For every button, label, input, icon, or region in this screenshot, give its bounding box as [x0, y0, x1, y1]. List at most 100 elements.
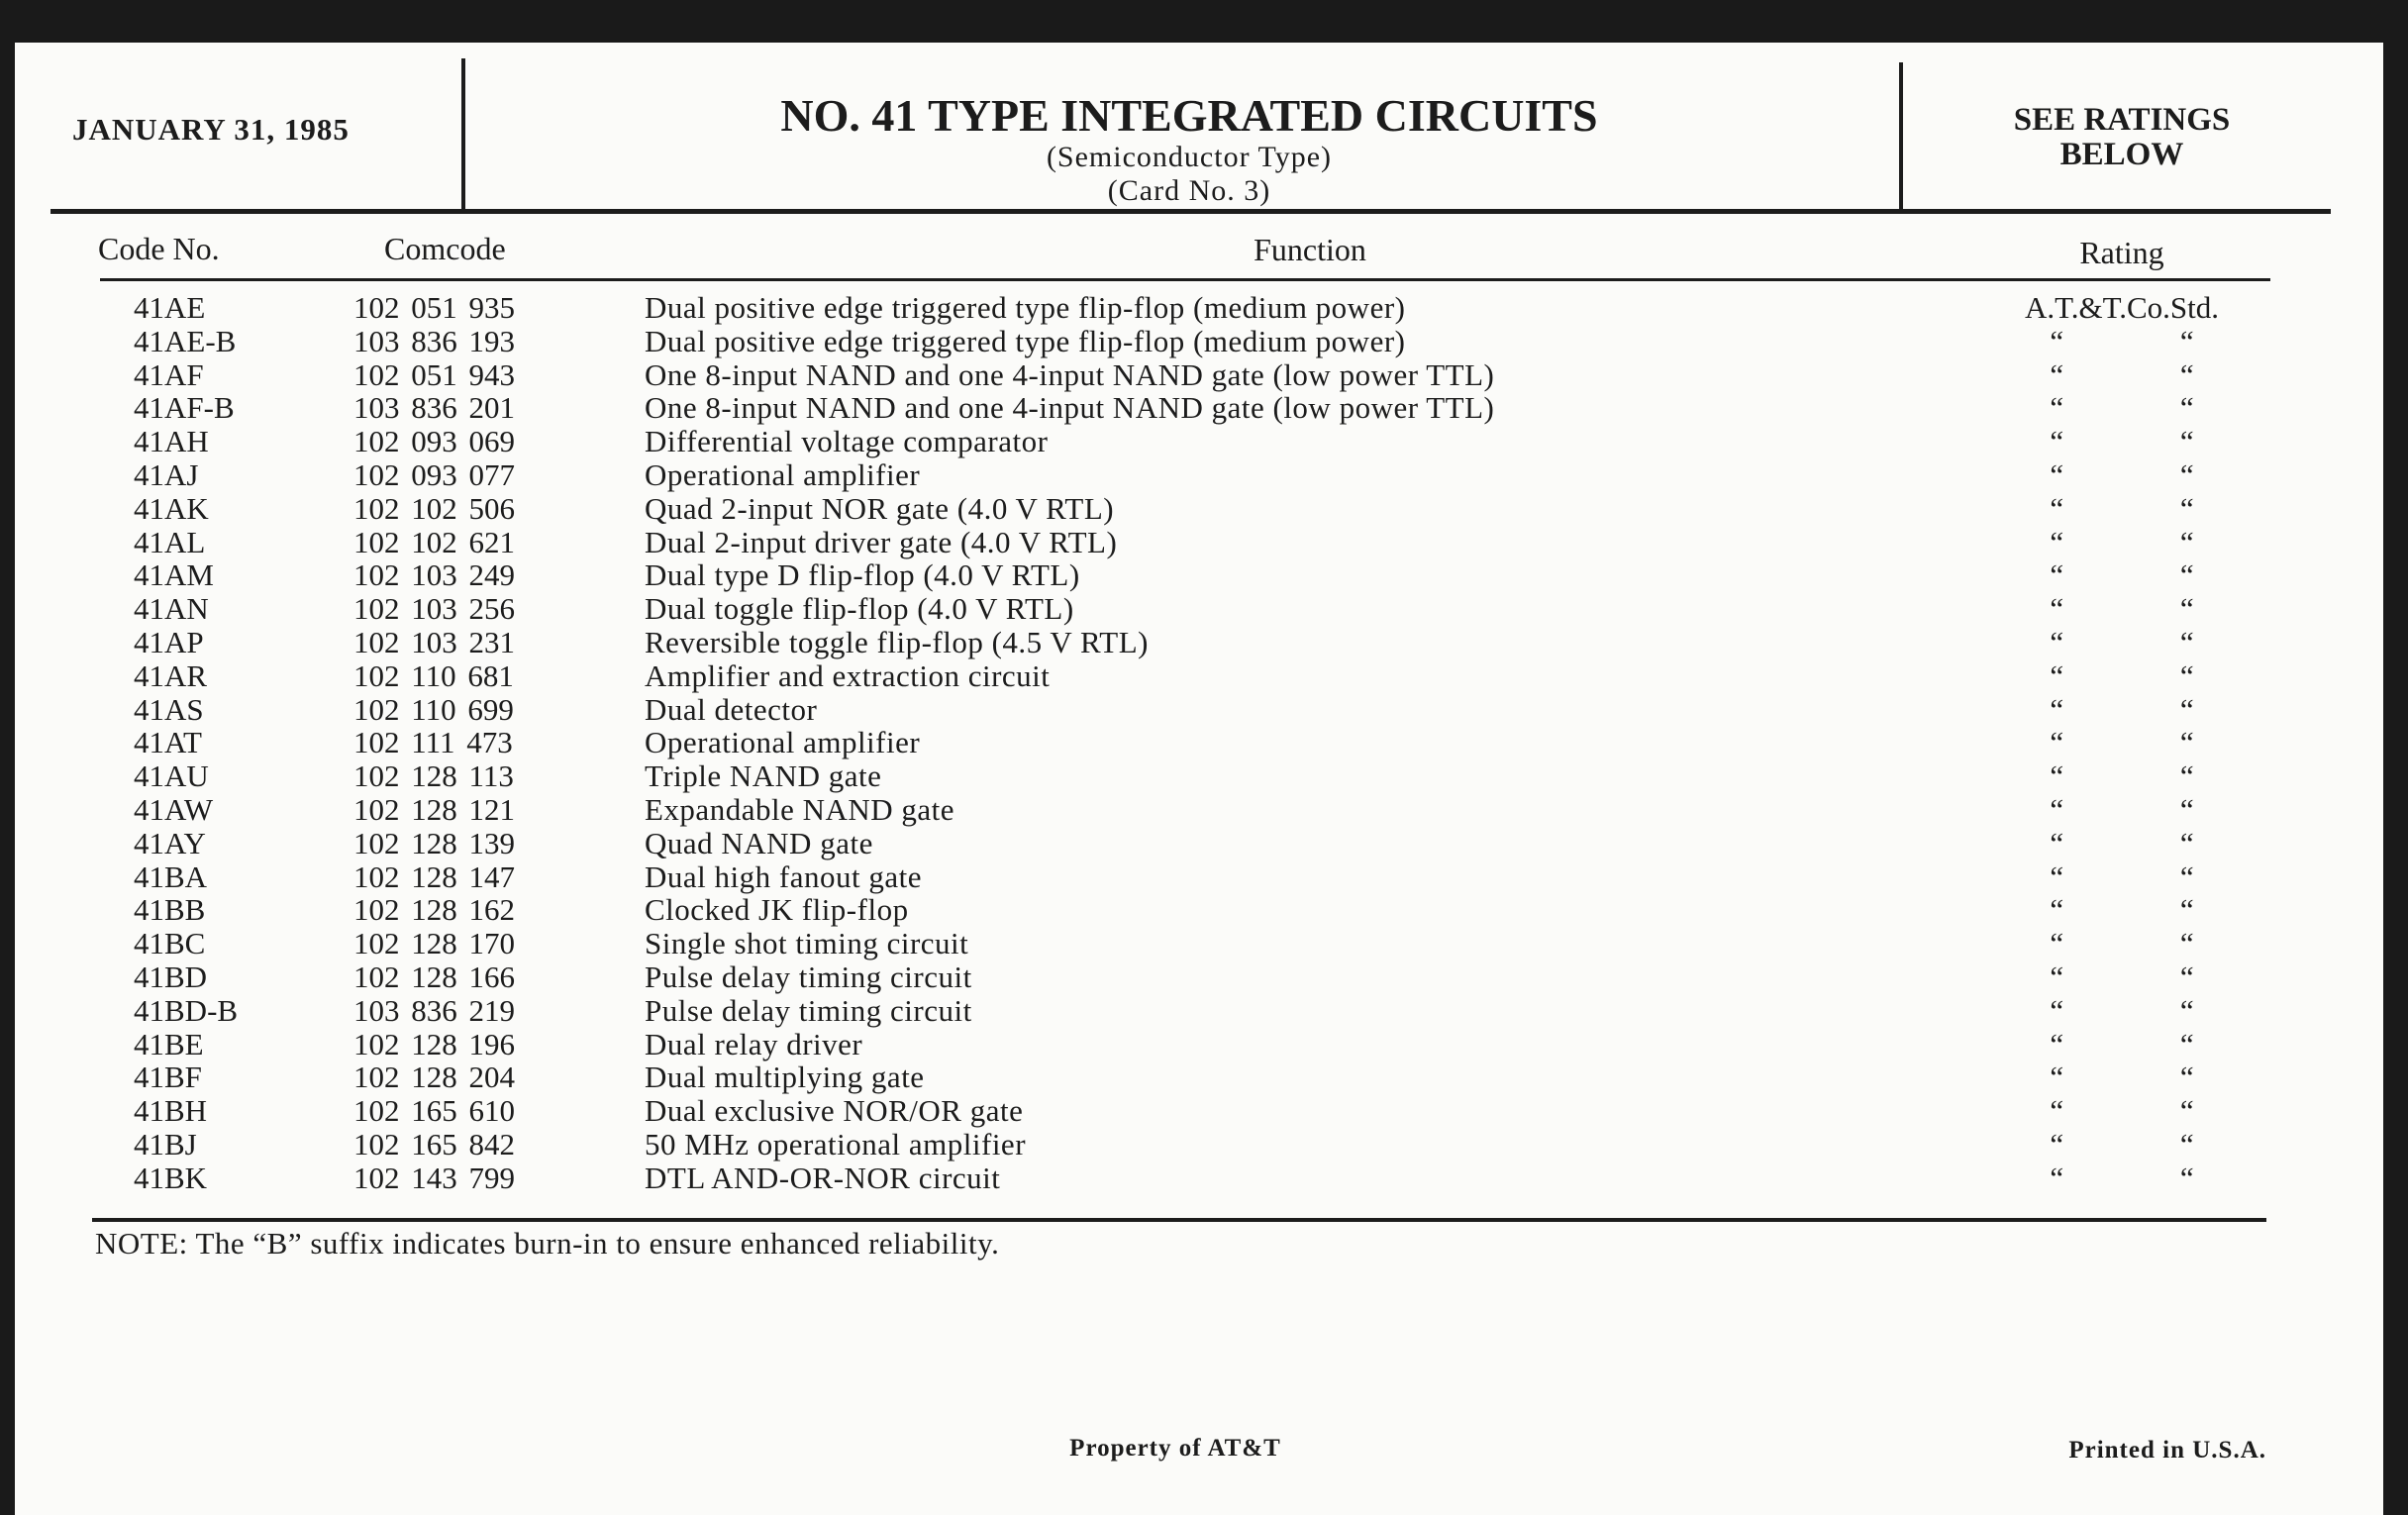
code-cell: 41AE [134, 290, 206, 325]
function-cell: Amplifier and extraction circuit [645, 657, 1051, 693]
comcode-cell: 102 110 699 [353, 691, 514, 727]
rating-cell: A.T.&T.Co.Std. [2024, 290, 2220, 325]
table-row: 41AP 102 103 231 Reversible toggle flip-fl… [15, 627, 2383, 660]
code-cell: 41BH [134, 1093, 208, 1129]
code-cell: 41BA [134, 858, 208, 894]
code-cell: 41AP [134, 625, 204, 659]
ratings-note: SEE RATINGS [2013, 102, 2231, 138]
comcode-cell: 102 128 170 [353, 926, 515, 961]
function-cell: Operational amplifier [645, 457, 921, 492]
table-row: 41BE 102 128 196 Dual relay driver “ “ [15, 1029, 2383, 1062]
function-cell: One 8-input NAND and one 4-input NAND ga… [645, 356, 1495, 392]
table-row: 41AE 102 051 935 Dual positive edge trigge… [15, 292, 2383, 326]
code-cell: 41BB [134, 892, 206, 928]
code-cell: 41AY [134, 825, 206, 860]
comcode-cell: 102 128 139 [353, 825, 515, 860]
function-cell: Quad 2-input NOR gate (4.0 V RTL) [645, 490, 1115, 526]
table-row: 41BF 102 128 204 Dual multiplying gate “ “ [15, 1061, 2383, 1095]
code-cell: 41BE [134, 1026, 204, 1061]
comcode-cell: 102 128 166 [353, 960, 515, 994]
code-cell: 41AF-B [134, 390, 235, 426]
function-cell: Differential voltage comparator [645, 424, 1049, 459]
rating-cell: “ “ [2050, 725, 2194, 760]
code-cell: 41AK [134, 490, 209, 526]
table-row: 41AT 102 111 473 Operational amplifier “ “ [15, 727, 2383, 760]
card-number: (Card No. 3) [1107, 174, 1271, 207]
function-cell: Quad NAND gate [645, 825, 873, 860]
divider [461, 58, 465, 209]
note: NOTE: The “B” suffix indicates burn-in t… [95, 1226, 1000, 1261]
table-row: 41BC 102 128 170 Single shot timing circui… [15, 928, 2383, 961]
rule [100, 278, 2270, 281]
rating-cell: “ “ [2050, 390, 2194, 426]
code-cell: 41AT [134, 725, 202, 760]
divider [1899, 62, 1903, 211]
code-cell: 41AJ [134, 457, 199, 492]
table-row: 41AH 102 093 069 Differential voltage comp… [15, 426, 2383, 459]
title: NO. 41 TYPE INTEGRATED CIRCUITS [780, 90, 1598, 141]
ratings-note: BELOW [2059, 137, 2184, 172]
table-row: 41BJ 102 165 842 50 MHz operational amplif… [15, 1129, 2383, 1162]
comcode-cell: 102 102 621 [353, 524, 515, 559]
rating-cell: “ “ [2050, 323, 2194, 358]
rating-cell: “ “ [2050, 557, 2194, 593]
rating-cell: “ “ [2050, 625, 2194, 659]
comcode-cell: 102 093 069 [353, 424, 515, 459]
code-cell: 41AW [134, 792, 214, 827]
comcode-cell: 103 836 219 [353, 992, 515, 1028]
rating-cell: “ “ [2050, 825, 2194, 860]
comcode-cell: 102 128 204 [353, 1060, 515, 1095]
function-cell: Dual toggle flip-flop (4.0 V RTL) [645, 591, 1074, 627]
footer-printed: Printed in U.S.A. [2068, 1437, 2266, 1464]
rule [92, 1218, 2266, 1222]
function-cell: Expandable NAND gate [645, 792, 955, 827]
rating-cell: “ “ [2050, 1127, 2194, 1162]
function-cell: Dual detector [645, 691, 818, 727]
function-cell: Dual type D flip-flop (4.0 V RTL) [645, 557, 1080, 593]
function-cell: 50 MHz operational amplifier [645, 1127, 1027, 1162]
function-cell: One 8-input NAND and one 4-input NAND ga… [645, 390, 1495, 426]
function-cell: Pulse delay timing circuit [645, 960, 972, 994]
rating-cell: “ “ [2050, 960, 2194, 994]
comcode-cell: 103 836 201 [353, 390, 515, 426]
rating-cell: “ “ [2050, 858, 2194, 894]
rating-cell: “ “ [2050, 691, 2194, 727]
comcode-cell: 102 165 610 [353, 1093, 515, 1129]
code-cell: 41BD-B [134, 992, 239, 1028]
code-cell: 41AM [134, 557, 214, 593]
function-cell: DTL AND-OR-NOR circuit [645, 1160, 1001, 1195]
rating-cell: “ “ [2050, 424, 2194, 459]
comcode-cell: 102 128 196 [353, 1026, 515, 1061]
date: JANUARY 31, 1985 [72, 112, 350, 147]
table-row: 41AJ 102 093 077 Operational amplifier “ “ [15, 459, 2383, 493]
rating-cell: “ “ [2050, 524, 2194, 559]
rating-cell: “ “ [2050, 591, 2194, 627]
code-cell: 41AU [134, 758, 209, 794]
rating-cell: “ “ [2050, 1160, 2194, 1195]
comcode-cell: 102 051 935 [353, 290, 515, 325]
rating-cell: “ “ [2050, 1093, 2194, 1129]
function-cell: Triple NAND gate [645, 758, 882, 794]
column-header: Rating [2079, 235, 2164, 270]
column-header: Code No. [98, 231, 220, 266]
card: JANUARY 31, 1985 NO. 41 TYPE INTEGRATED … [15, 43, 2383, 1515]
table-row: 41AW 102 128 121 Expandable NAND gate “ “ [15, 794, 2383, 828]
rating-cell: “ “ [2050, 356, 2194, 392]
rating-cell: “ “ [2050, 758, 2194, 794]
code-cell: 41AF [134, 356, 204, 392]
function-cell: Operational amplifier [645, 725, 921, 760]
rating-cell: “ “ [2050, 1026, 2194, 1061]
comcode-cell: 102 051 943 [353, 356, 515, 392]
table-row: 41AE-B 103 836 193 Dual positive edge trig… [15, 326, 2383, 359]
code-cell: 41AS [134, 691, 204, 727]
table-row: 41AF-B 103 836 201 One 8-input NAND and on… [15, 392, 2383, 426]
code-cell: 41BJ [134, 1127, 197, 1162]
function-cell: Dual exclusive NOR/OR gate [645, 1093, 1024, 1129]
rule [50, 209, 2331, 214]
code-cell: 41AE-B [134, 323, 237, 358]
function-cell: Dual relay driver [645, 1026, 863, 1061]
comcode-cell: 102 128 147 [353, 858, 515, 894]
table-row: 41BD 102 128 166 Pulse delay timing circui… [15, 961, 2383, 995]
comcode-cell: 102 093 077 [353, 457, 515, 492]
rating-cell: “ “ [2050, 657, 2194, 693]
